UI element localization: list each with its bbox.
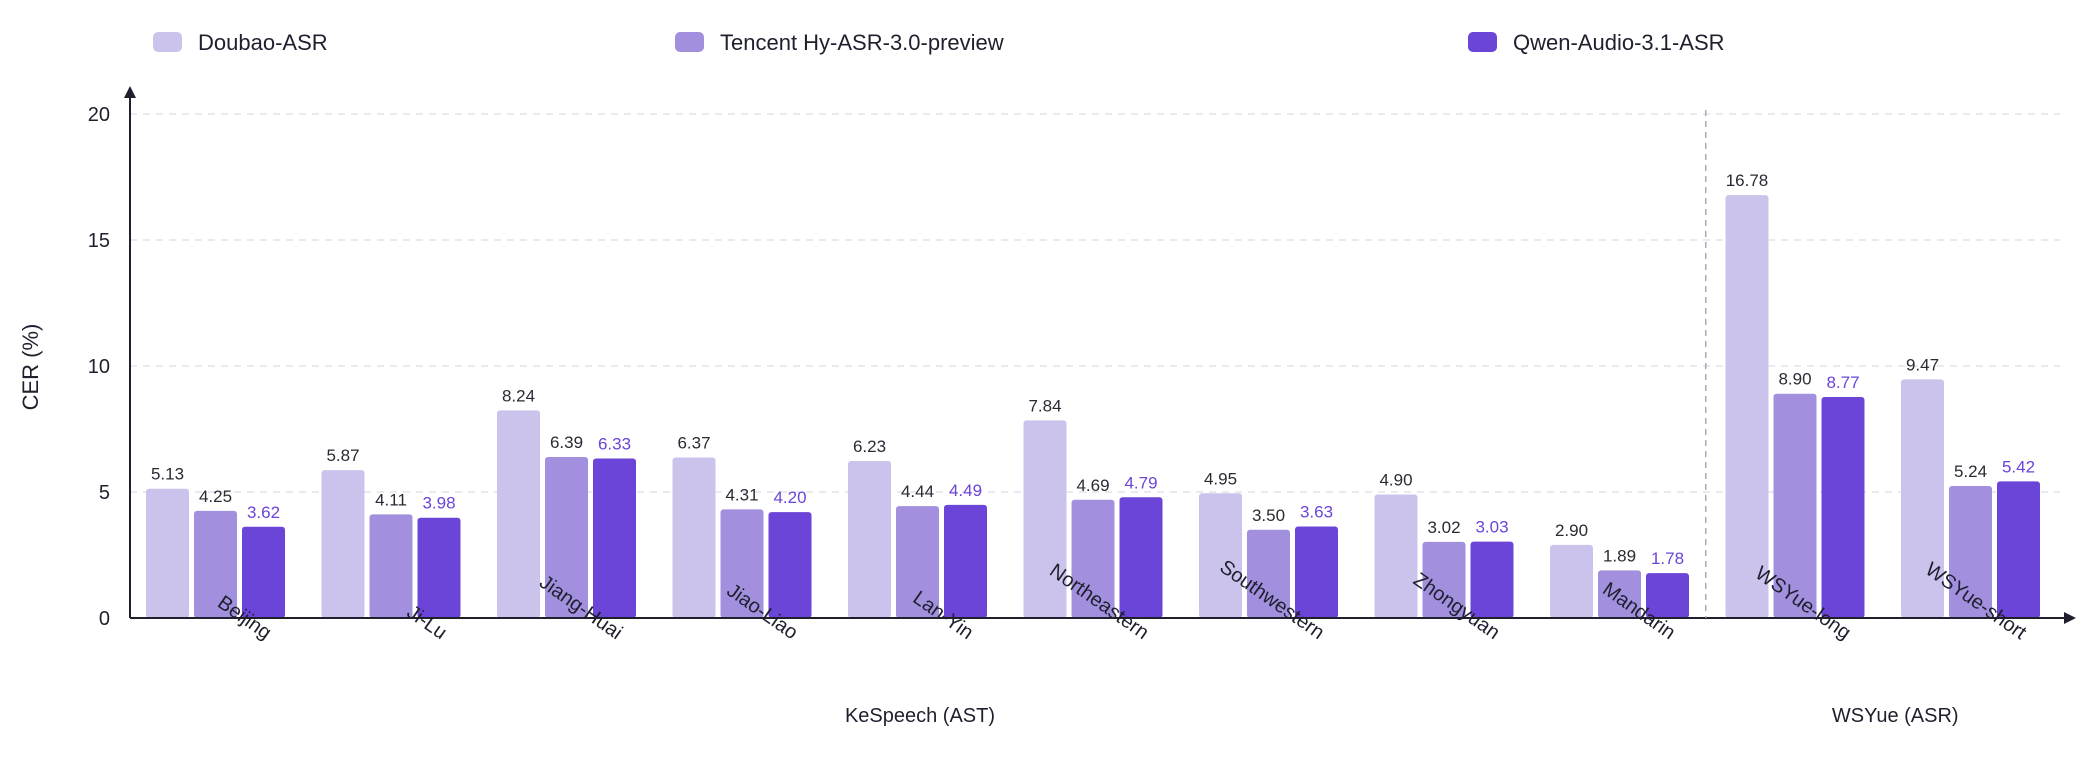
bar: [194, 510, 237, 618]
y-tick-label: 5: [99, 482, 110, 504]
bar: [497, 410, 540, 618]
data-label: 1.89: [1603, 546, 1636, 565]
group-label: WSYue (ASR): [1832, 705, 1959, 727]
bar: [720, 509, 764, 618]
legend-label: Doubao-ASR: [198, 30, 328, 55]
bar: [848, 461, 891, 618]
bar: [1997, 481, 2040, 618]
data-label: 5.24: [1954, 462, 1987, 481]
legend-swatch: [1468, 32, 1497, 52]
data-label: 7.84: [1028, 396, 1061, 415]
bar: [1725, 195, 1769, 619]
bar: [672, 457, 716, 618]
data-label: 4.49: [949, 481, 982, 500]
bar: [1422, 541, 1466, 618]
data-label: 8.77: [1826, 373, 1859, 392]
bar: [146, 488, 189, 618]
bar: [1119, 497, 1163, 618]
data-label: 6.39: [550, 433, 583, 452]
bar: [1773, 393, 1817, 618]
bar: [1374, 494, 1418, 618]
legend-swatch: [675, 32, 704, 52]
legend-swatch: [153, 32, 182, 52]
legend: Doubao-ASR Tencent Hy-ASR-3.0-preview Qwen…: [153, 30, 1725, 55]
gridlines: [130, 113, 2060, 493]
data-label: 5.13: [151, 465, 184, 484]
data-label: 2.90: [1555, 521, 1588, 540]
bar: [1071, 499, 1115, 618]
group-labels: KeSpeech (AST) WSYue (ASR): [845, 110, 1959, 727]
bar: [944, 504, 987, 618]
data-label: 4.69: [1076, 476, 1109, 495]
legend-item: Tencent Hy-ASR-3.0-preview: [675, 30, 1004, 55]
bar: [1247, 529, 1290, 618]
data-label: 3.63: [1300, 503, 1333, 522]
data-label: 1.78: [1651, 549, 1684, 568]
y-tick-label: 10: [88, 356, 110, 378]
bar: [1470, 541, 1514, 618]
bar: [1023, 420, 1067, 618]
y-axis-arrow: [124, 86, 136, 98]
data-label: 3.02: [1427, 518, 1460, 537]
bar: [545, 456, 588, 618]
data-label: 3.62: [247, 503, 280, 522]
legend-label: Qwen-Audio-3.1-ASR: [1513, 30, 1725, 55]
bar: [1295, 526, 1338, 618]
data-label: 6.37: [677, 433, 710, 452]
bars: 5.13 4.25 3.62 5.87 4.11 3.98 8.24 6.39 6.33 6.37…: [146, 171, 2040, 619]
bar: [1949, 485, 1992, 618]
data-label: 4.11: [375, 490, 407, 509]
bar: [768, 512, 812, 618]
data-label: 4.31: [725, 485, 758, 504]
data-label: 3.98: [422, 494, 455, 513]
axes: CER (%) 0 5 10 15 20: [18, 86, 2076, 630]
bar: [321, 470, 365, 618]
y-tick-label: 0: [99, 608, 110, 630]
data-label: 5.87: [326, 446, 359, 465]
bar: [1901, 379, 1944, 618]
legend-item: Qwen-Audio-3.1-ASR: [1468, 30, 1725, 55]
data-label: 6.23: [853, 437, 886, 456]
bar: [369, 514, 413, 618]
bar: [417, 517, 461, 618]
data-label: 16.78: [1726, 171, 1769, 190]
y-tick-label: 15: [88, 230, 110, 252]
bar: [1646, 573, 1689, 618]
data-label: 6.33: [598, 434, 631, 453]
bar: [896, 506, 939, 618]
data-label: 4.95: [1204, 469, 1237, 488]
data-label: 4.20: [773, 488, 806, 507]
data-label: 3.50: [1252, 506, 1285, 525]
x-axis-arrow: [2064, 612, 2076, 624]
data-label: 3.03: [1475, 518, 1508, 537]
bar: [1550, 544, 1593, 618]
data-label: 4.90: [1379, 471, 1412, 490]
data-label: 4.25: [199, 487, 232, 506]
bar: [1598, 570, 1641, 618]
data-label: 5.42: [2002, 457, 2035, 476]
y-axis-title: CER (%): [18, 324, 43, 411]
data-label: 8.90: [1778, 370, 1811, 389]
bar: [1199, 493, 1242, 618]
y-tick-label: 20: [88, 104, 110, 126]
legend-label: Tencent Hy-ASR-3.0-preview: [720, 30, 1004, 55]
bar: [1821, 396, 1865, 618]
bar: [593, 458, 636, 618]
group-label: KeSpeech (AST): [845, 705, 995, 727]
data-label: 4.79: [1124, 473, 1157, 492]
bar: [242, 526, 285, 618]
legend-item: Doubao-ASR: [153, 30, 328, 55]
data-label: 9.47: [1906, 355, 1939, 374]
data-label: 8.24: [502, 386, 535, 405]
data-label: 4.44: [901, 482, 934, 501]
